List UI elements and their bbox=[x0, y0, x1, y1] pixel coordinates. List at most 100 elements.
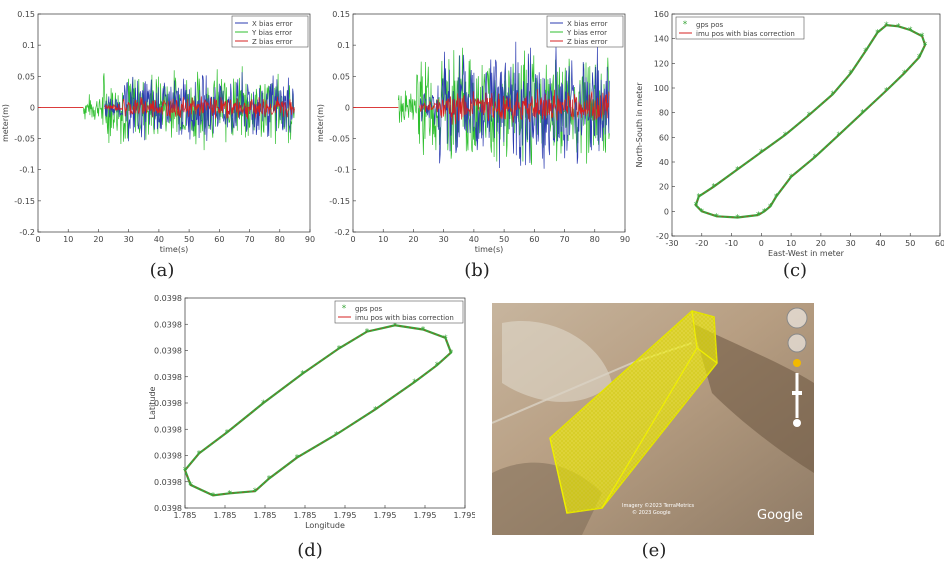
gps-pos-marker: * bbox=[300, 370, 305, 380]
gps-pos-marker: * bbox=[365, 328, 370, 338]
plot-frame bbox=[671, 13, 941, 237]
legend-label: X bias error bbox=[567, 20, 608, 28]
y-tick-label: 0.0398 bbox=[154, 320, 182, 329]
x-axis-label: time(s) bbox=[475, 245, 503, 254]
y-tick-label: 0.0398 bbox=[154, 452, 182, 461]
caption-b: (b) bbox=[464, 260, 490, 281]
plot-frame bbox=[37, 13, 311, 233]
legend-marker: * bbox=[342, 304, 347, 314]
y-tick-label: -20 bbox=[656, 232, 669, 241]
legend-box bbox=[334, 300, 464, 324]
x-tick-label: 1.785 bbox=[174, 511, 197, 520]
x-tick-label: 1.795 bbox=[374, 511, 397, 520]
x-tick-label: 10 bbox=[63, 235, 73, 244]
gps-pos-marker: * bbox=[756, 211, 761, 221]
chart-d: 1.785 1.785 1.785 1.785 1.795 1.795 1.795 1.795… bbox=[148, 294, 475, 530]
trajectory-volume-mesh bbox=[550, 311, 717, 513]
gps-pos-marker: * bbox=[694, 201, 699, 211]
gps-pos-marker: * bbox=[896, 22, 901, 32]
x-tick-label: 10 bbox=[786, 239, 796, 248]
gps-pos-track bbox=[183, 324, 453, 497]
x-tick-label: -30 bbox=[665, 239, 678, 248]
series-z-bias-error bbox=[104, 96, 295, 119]
y-tick-label: 80 bbox=[659, 109, 669, 118]
google-logo: Google bbox=[757, 508, 803, 523]
gps-pos-marker: * bbox=[449, 349, 454, 359]
gps-pos-marker: * bbox=[884, 86, 889, 96]
move-control-icon[interactable] bbox=[787, 333, 807, 353]
gps-pos-marker: * bbox=[228, 489, 233, 499]
gps-pos-marker: * bbox=[863, 47, 868, 57]
legend-label: Z bias error bbox=[252, 38, 293, 46]
x-axis-label: East-West in meter bbox=[768, 249, 845, 258]
gps-pos-marker: * bbox=[435, 361, 440, 371]
x-tick-label: 80 bbox=[275, 235, 285, 244]
y-tick-label: -0.2 bbox=[334, 228, 350, 237]
y-tick-label: 160 bbox=[654, 10, 669, 19]
y-axis-label: meter(m) bbox=[316, 104, 325, 142]
x-tick-label: 60 bbox=[935, 239, 944, 248]
look-control-icon[interactable] bbox=[786, 307, 808, 329]
x-tick-label: 1.795 bbox=[454, 511, 475, 520]
chart-c: -30 -20 -10 0 10 20 30 40 50 60160140120100806040… bbox=[635, 10, 944, 258]
y-tick-label: -0.15 bbox=[14, 197, 35, 206]
gps-pos-marker: * bbox=[700, 207, 705, 217]
legend-label: gps pos bbox=[696, 21, 723, 29]
gps-pos-marker: * bbox=[908, 26, 913, 36]
gps-pos-marker: * bbox=[211, 491, 216, 501]
y-tick-label: 0 bbox=[345, 103, 350, 112]
gps-pos-marker: * bbox=[831, 90, 836, 100]
caption-e: (e) bbox=[641, 540, 667, 561]
gps-pos-marker: * bbox=[756, 211, 761, 221]
x-tick-label: 30 bbox=[124, 235, 134, 244]
gps-pos-marker: * bbox=[337, 344, 342, 354]
y-axis-label: meter(m) bbox=[1, 104, 10, 142]
gps-pos-marker: * bbox=[412, 378, 417, 388]
y-tick-label: 0.05 bbox=[332, 72, 350, 81]
y-tick-label: 40 bbox=[659, 158, 669, 167]
x-tick-label: 80 bbox=[590, 235, 600, 244]
x-tick-label: 0 bbox=[35, 235, 40, 244]
x-tick-label: 1.795 bbox=[414, 511, 437, 520]
zoom-out-icon[interactable] bbox=[793, 419, 801, 427]
gps-pos-marker: * bbox=[848, 69, 853, 79]
gps-pos-marker: * bbox=[735, 214, 740, 224]
gps-pos-marker: * bbox=[334, 431, 339, 441]
gps-pos-marker: * bbox=[697, 193, 702, 203]
gps-pos-marker: * bbox=[920, 32, 925, 42]
legend-label: imu pos with bias correction bbox=[355, 314, 454, 322]
x-axis-label: time(s) bbox=[160, 245, 188, 254]
gps-pos-marker: * bbox=[373, 405, 378, 415]
x-tick-label: 70 bbox=[244, 235, 254, 244]
legend-label: Z bias error bbox=[567, 38, 608, 46]
gps-pos-marker: * bbox=[188, 481, 193, 491]
y-axis-label: Latitude bbox=[148, 386, 157, 419]
gps-pos-marker: * bbox=[884, 21, 889, 31]
gps-pos-marker: * bbox=[183, 466, 188, 476]
gps-pos-marker: * bbox=[837, 131, 842, 141]
y-tick-label: 0.0398 bbox=[154, 478, 182, 487]
x-tick-label: 1.785 bbox=[294, 511, 317, 520]
y-tick-label: -0.2 bbox=[19, 228, 35, 237]
y-tick-label: 0 bbox=[664, 207, 669, 216]
x-tick-label: 10 bbox=[378, 235, 388, 244]
pegman-icon[interactable] bbox=[793, 359, 801, 367]
x-tick-label: 50 bbox=[905, 239, 915, 248]
y-tick-label: 0.05 bbox=[17, 72, 35, 81]
x-tick-label: 0 bbox=[759, 239, 764, 248]
gps-pos-marker: * bbox=[807, 111, 812, 121]
y-tick-label: -0.1 bbox=[19, 166, 35, 175]
series-z-bias-error bbox=[419, 89, 610, 125]
legend-marker: * bbox=[683, 20, 688, 30]
gps-pos-marker: * bbox=[902, 69, 907, 79]
y-tick-label: 140 bbox=[654, 35, 669, 44]
gps-pos-marker: * bbox=[923, 41, 928, 51]
dark-terrain-patch bbox=[692, 323, 814, 473]
chart-a: 0 10 20 30 40 50 60 70 80 90 0.15 0.1 0.05 0 -0.05 -0.1… bbox=[1, 10, 315, 254]
plot-frame bbox=[184, 297, 466, 509]
zoom-slider-handle[interactable] bbox=[792, 391, 802, 395]
gps-pos-marker: * bbox=[197, 449, 202, 459]
y-tick-label: -0.15 bbox=[329, 197, 350, 206]
gps-pos-marker: * bbox=[714, 212, 719, 222]
legend-label: X bias error bbox=[252, 20, 293, 28]
